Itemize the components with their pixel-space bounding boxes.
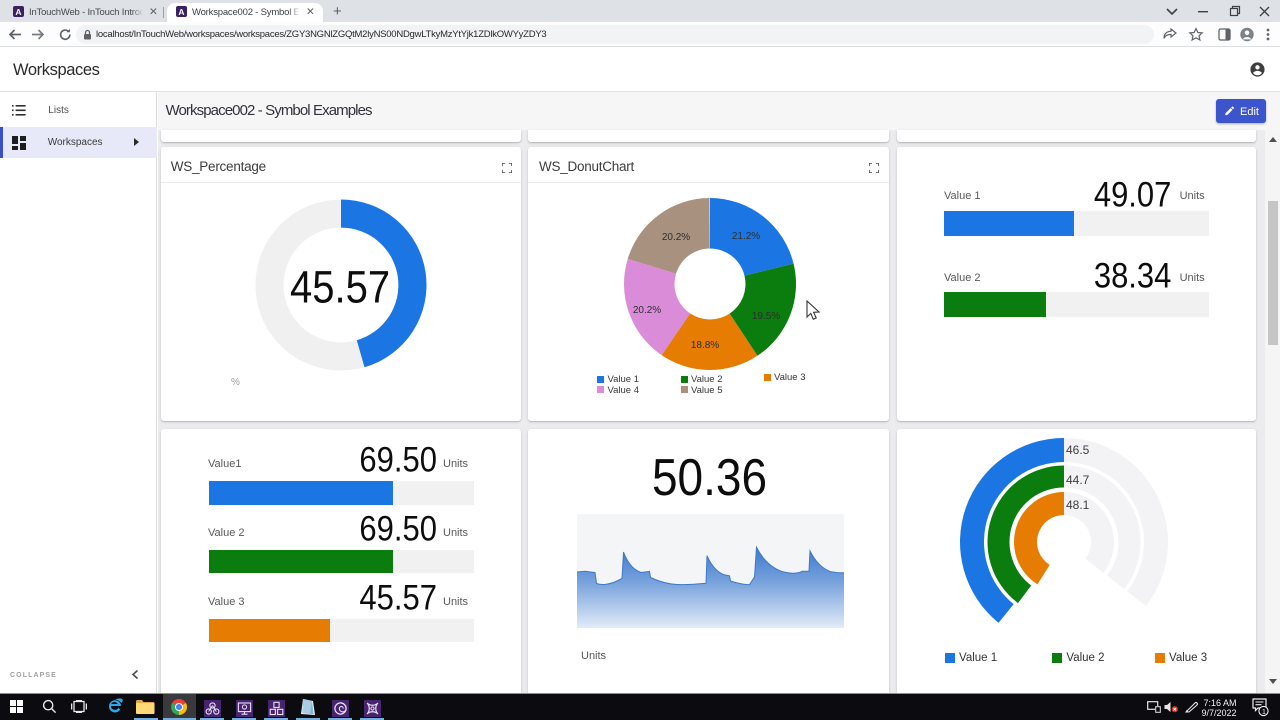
- svg-text:1: 1: [1262, 709, 1266, 716]
